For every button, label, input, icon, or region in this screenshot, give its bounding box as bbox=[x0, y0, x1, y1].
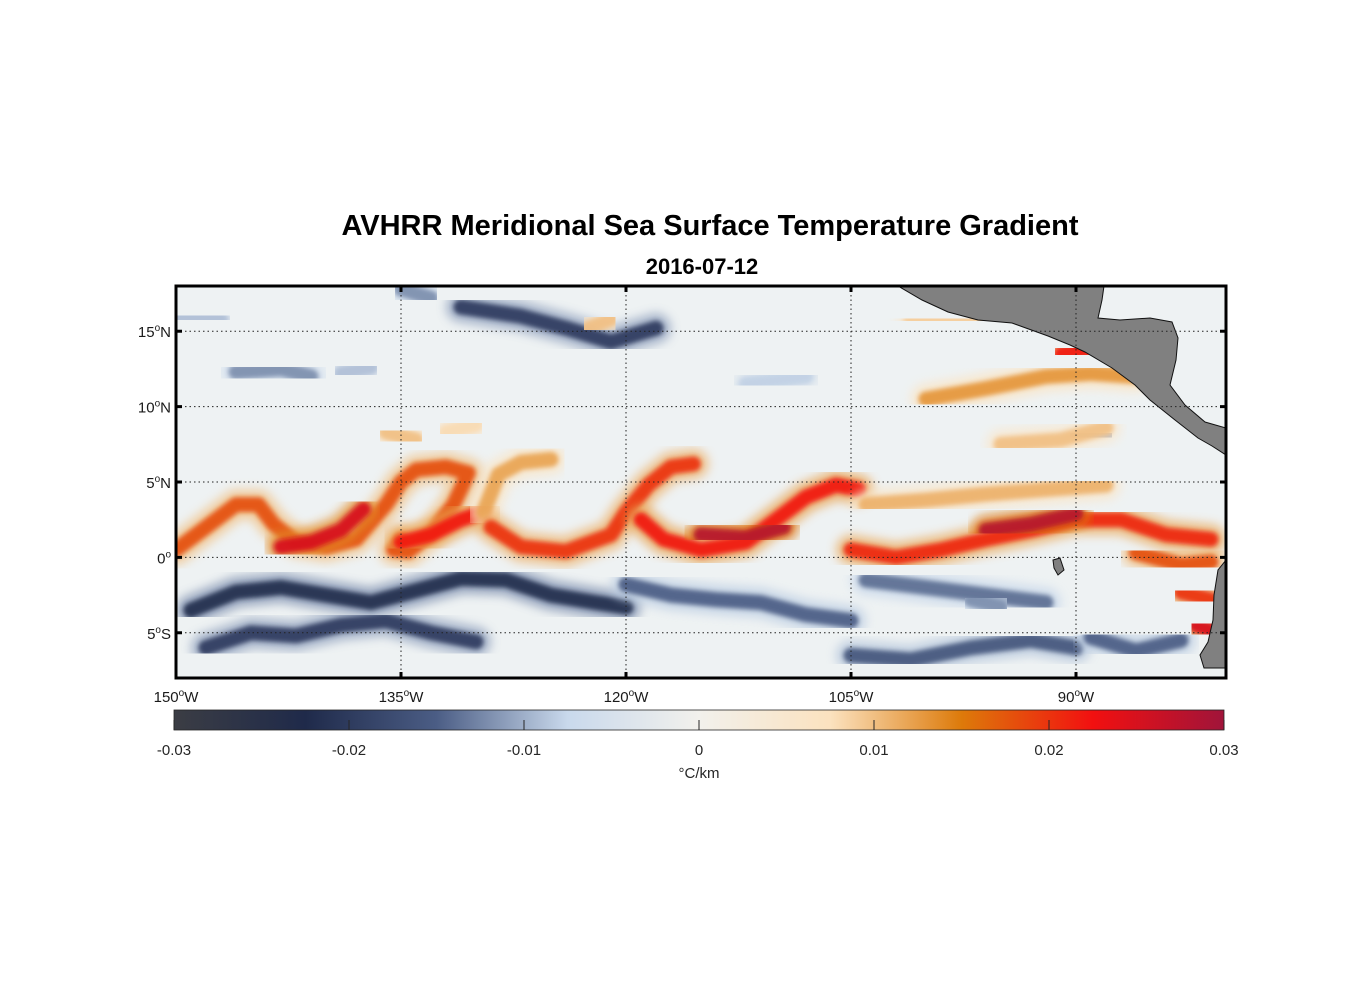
cold-gradient-band-6 bbox=[453, 299, 664, 350]
colorbar-tick-label-0: -0.03 bbox=[157, 742, 191, 759]
warm-gradient-band-18 bbox=[438, 417, 484, 440]
latitude-labels: 15oN 10oN 5oN 0o 5oS bbox=[138, 323, 172, 643]
colorbar-ticks: -0.03 -0.02 -0.01 0 0.01 0.02 0.03 bbox=[157, 720, 1239, 759]
cold-gradient-band-1 bbox=[198, 613, 484, 656]
lon-label-0: 150oW bbox=[154, 688, 200, 706]
longitude-labels: 150oW 135oW 120oW 105oW 90oW bbox=[154, 688, 1095, 706]
land-masses bbox=[897, 286, 1226, 669]
lat-label-0: 15oN bbox=[138, 323, 171, 341]
colorbar-tick-label-3: 0 bbox=[695, 742, 703, 759]
warm-gradient-band-4 bbox=[483, 456, 701, 559]
colorbar-tick-label-1: -0.02 bbox=[332, 742, 366, 759]
lon-label-2: 120oW bbox=[604, 688, 650, 706]
chart-title: AVHRR Meridional Sea Surface Temperature… bbox=[341, 210, 1078, 242]
map-tick-marks bbox=[174, 286, 1226, 678]
map-area bbox=[176, 286, 1226, 678]
warm-gradient-band-19 bbox=[581, 311, 619, 336]
cold-gradient-band-0 bbox=[183, 571, 634, 618]
lat-label-3: 0o bbox=[157, 549, 171, 567]
cold-gradient-band-3 bbox=[858, 572, 1054, 611]
chart-subtitle: 2016-07-12 bbox=[646, 254, 759, 279]
cold-gradient-band-9 bbox=[176, 308, 229, 327]
cold-gradient-band-8 bbox=[228, 361, 319, 384]
land-central-america bbox=[897, 286, 1226, 456]
colorbar-tick-label-2: -0.01 bbox=[507, 742, 541, 759]
lat-label-2: 5oN bbox=[146, 474, 171, 492]
warm-gradient-band-1 bbox=[273, 501, 371, 555]
cold-gradient-band-13 bbox=[963, 592, 1009, 615]
lon-label-4: 90oW bbox=[1058, 688, 1095, 706]
cold-gradient-band-10 bbox=[333, 359, 379, 381]
land-galapagos bbox=[1052, 557, 1065, 576]
warm-gradient-band-13 bbox=[993, 420, 1114, 452]
colorbar-tick-label-6: 0.03 bbox=[1209, 742, 1238, 759]
colorbar-tick-label-5: 0.02 bbox=[1034, 742, 1063, 759]
lat-label-1: 10oN bbox=[138, 399, 171, 417]
lon-label-3: 105oW bbox=[829, 688, 875, 706]
cold-gradient-band-7 bbox=[393, 286, 439, 306]
warm-gradient-band-10 bbox=[1173, 584, 1219, 608]
lat-label-4: 5oS bbox=[147, 625, 171, 643]
lon-label-1: 135oW bbox=[379, 688, 425, 706]
sst-gradient-field bbox=[176, 286, 1226, 675]
colorbar-unit-label: °C/km bbox=[679, 765, 720, 782]
land-south-america bbox=[1199, 559, 1226, 669]
warm-gradient-band-6 bbox=[693, 519, 791, 546]
colorbar-tick-label-4: 0.01 bbox=[859, 742, 888, 759]
warm-gradient-band-8 bbox=[978, 506, 1084, 538]
warm-gradient-band-3 bbox=[476, 451, 559, 520]
warm-gradient-band-12 bbox=[858, 477, 1114, 513]
cold-gradient-band-4 bbox=[843, 632, 1084, 668]
cold-gradient-band-11 bbox=[738, 369, 814, 392]
cold-gradient-band-5 bbox=[1083, 629, 1189, 659]
warm-gradient-band-14 bbox=[918, 365, 1144, 407]
warm-gradient-band-9 bbox=[1128, 545, 1219, 573]
cold-gradient-band-2 bbox=[618, 577, 859, 629]
colorbar: -0.03 -0.02 -0.01 0 0.01 0.02 0.03 °C/km bbox=[157, 709, 1239, 782]
